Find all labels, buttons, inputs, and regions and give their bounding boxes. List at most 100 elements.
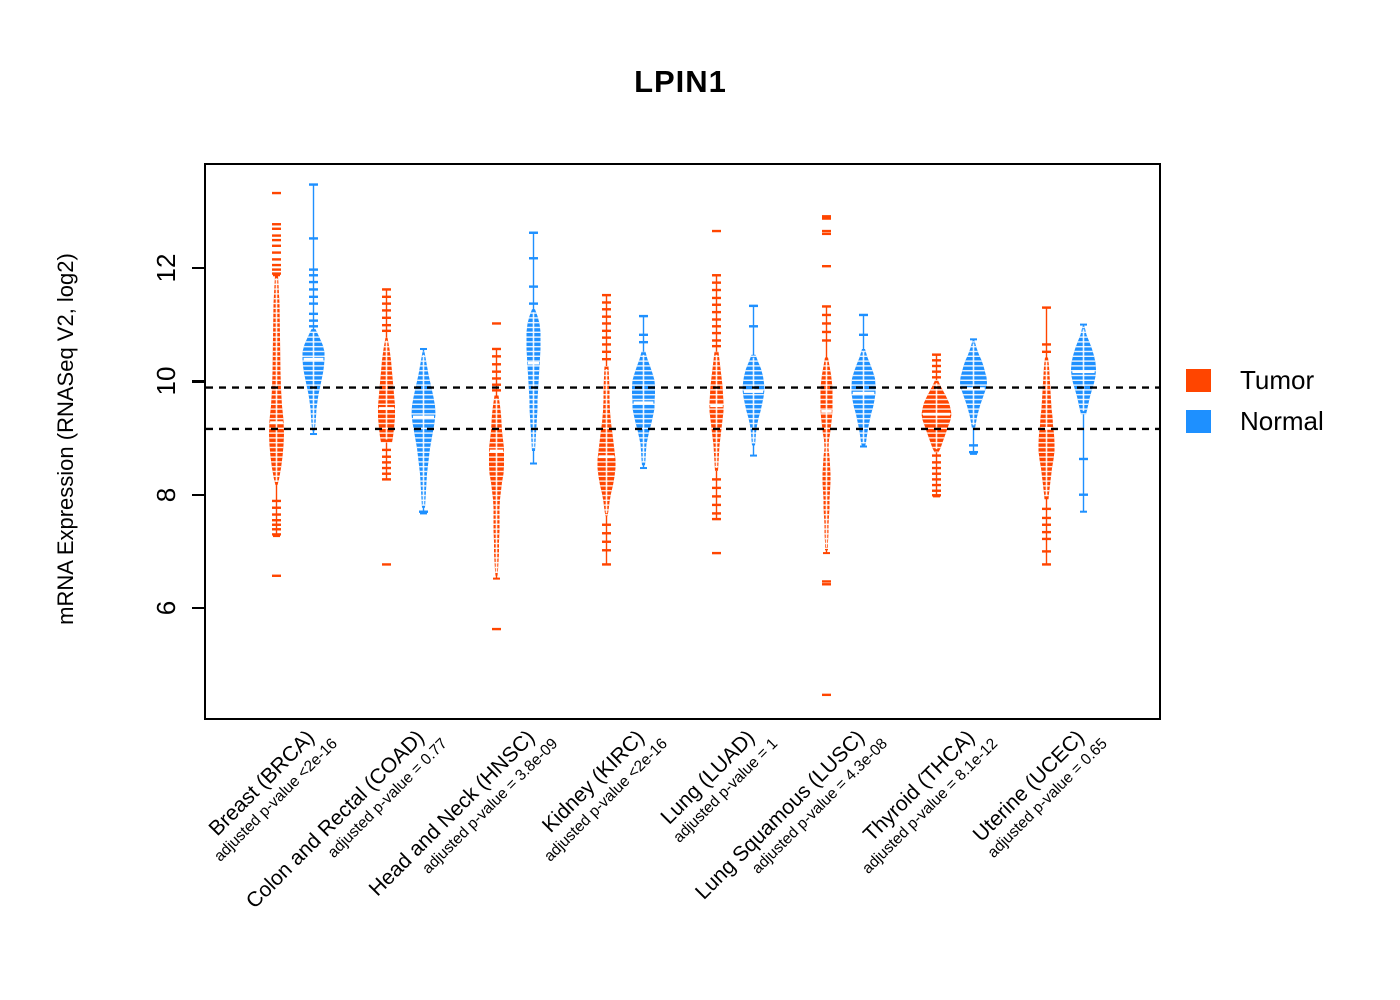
outlier-dash xyxy=(1042,507,1051,511)
outlier-dash xyxy=(822,322,831,325)
outlier-dash xyxy=(309,312,318,316)
outlier-dash xyxy=(1042,350,1051,354)
outlier-dash xyxy=(712,296,721,300)
outlier-dash xyxy=(712,229,721,233)
outlier-dash xyxy=(822,583,831,586)
outlier-dash xyxy=(309,302,318,305)
outlier-dash xyxy=(712,325,721,328)
outlier-dash xyxy=(382,309,391,312)
outlier-dash xyxy=(272,506,281,509)
y-tick-6 xyxy=(192,606,205,609)
outlier-dash xyxy=(492,363,501,366)
outlier-dash xyxy=(859,333,868,337)
outlier-dash xyxy=(602,350,611,354)
outlier-dash xyxy=(712,551,721,555)
outlier-dash xyxy=(822,215,831,218)
outlier-dash xyxy=(1079,493,1088,496)
violin-normal-3 xyxy=(632,314,655,470)
outlier-dash xyxy=(602,301,611,304)
outlier-dash xyxy=(492,377,501,380)
outlier-dash xyxy=(272,574,281,577)
outlier-dash xyxy=(602,540,611,543)
outlier-dash xyxy=(822,693,831,697)
outlier-dash xyxy=(309,280,318,284)
outlier-dash xyxy=(712,303,721,306)
violin-tumor-6 xyxy=(921,353,952,498)
outlier-dash xyxy=(492,627,501,631)
outlier-dash xyxy=(272,234,281,237)
outlier-dash xyxy=(272,519,281,522)
plot-area xyxy=(204,163,1161,720)
outlier-dash xyxy=(382,316,391,319)
y-tick-8 xyxy=(192,493,205,496)
violin-tumor-7 xyxy=(1038,306,1055,566)
outlier-dash xyxy=(602,343,611,346)
outlier-dash xyxy=(492,383,501,386)
outlier-dash xyxy=(822,217,831,220)
outlier-dash xyxy=(529,302,538,305)
outlier-dash xyxy=(932,461,941,464)
outlier-dash xyxy=(382,295,391,299)
outlier-dash xyxy=(749,325,758,328)
outlier-dash xyxy=(1042,537,1051,541)
outlier-dash xyxy=(602,329,611,333)
violin-tumor-1 xyxy=(378,288,395,566)
outlier-dash xyxy=(1042,523,1051,526)
outlier-dash xyxy=(272,258,281,261)
outlier-dash xyxy=(382,472,391,475)
outlier-dash xyxy=(969,450,978,454)
outlier-dash xyxy=(822,580,831,583)
outlier-dash xyxy=(492,389,501,392)
outlier-dash xyxy=(272,513,281,516)
violin-tumor-5 xyxy=(820,215,833,697)
outlier-dash xyxy=(822,264,831,268)
violin-plot-svg xyxy=(206,183,1159,697)
outlier-dash xyxy=(272,263,281,267)
outlier-dash xyxy=(382,329,391,333)
outlier-dash xyxy=(382,323,391,327)
violin-tumor-4 xyxy=(709,229,724,555)
outlier-dash xyxy=(639,333,648,337)
y-tick-label-8: 8 xyxy=(151,487,181,503)
outlier-dash xyxy=(712,310,721,314)
outlier-dash xyxy=(529,285,538,288)
outlier-dash xyxy=(309,274,318,277)
legend-label-tumor: Tumor xyxy=(1240,364,1315,395)
outlier-dash xyxy=(1042,550,1051,553)
outlier-dash xyxy=(272,268,281,271)
outlier-dash xyxy=(309,237,318,240)
outlier-dash xyxy=(932,483,941,487)
outlier-dash xyxy=(932,454,941,457)
outlier-dash xyxy=(309,319,318,322)
outlier-dash xyxy=(492,370,501,373)
outlier-dash xyxy=(712,339,721,342)
outlier-dash xyxy=(932,494,941,497)
outlier-dash xyxy=(932,489,941,492)
legend: Tumor Normal xyxy=(1186,364,1324,448)
outlier-dash xyxy=(712,318,721,321)
normal-swatch-icon xyxy=(1186,409,1211,433)
outlier-dash xyxy=(1042,343,1051,346)
outlier-dash xyxy=(419,510,428,513)
outlier-dash xyxy=(932,478,941,481)
violin-tumor-3 xyxy=(597,293,616,566)
outlier-dash xyxy=(382,448,391,452)
outlier-dash xyxy=(712,486,721,490)
outlier-dash xyxy=(712,344,721,348)
outlier-dash xyxy=(602,549,611,552)
tumor-swatch-icon xyxy=(1186,368,1211,392)
outlier-dash xyxy=(309,288,318,291)
outlier-dash xyxy=(822,229,831,233)
y-tick-label-12: 12 xyxy=(151,253,181,283)
outlier-dash xyxy=(272,223,281,226)
y-tick-12 xyxy=(192,266,205,269)
outlier-dash xyxy=(969,444,978,447)
outlier-dash xyxy=(932,466,941,470)
outlier-dash xyxy=(712,503,721,507)
outlier-dash xyxy=(932,364,941,368)
outlier-dash xyxy=(712,288,721,292)
outlier-dash xyxy=(272,499,281,503)
outlier-dash xyxy=(309,268,318,271)
outlier-dash xyxy=(822,232,831,236)
